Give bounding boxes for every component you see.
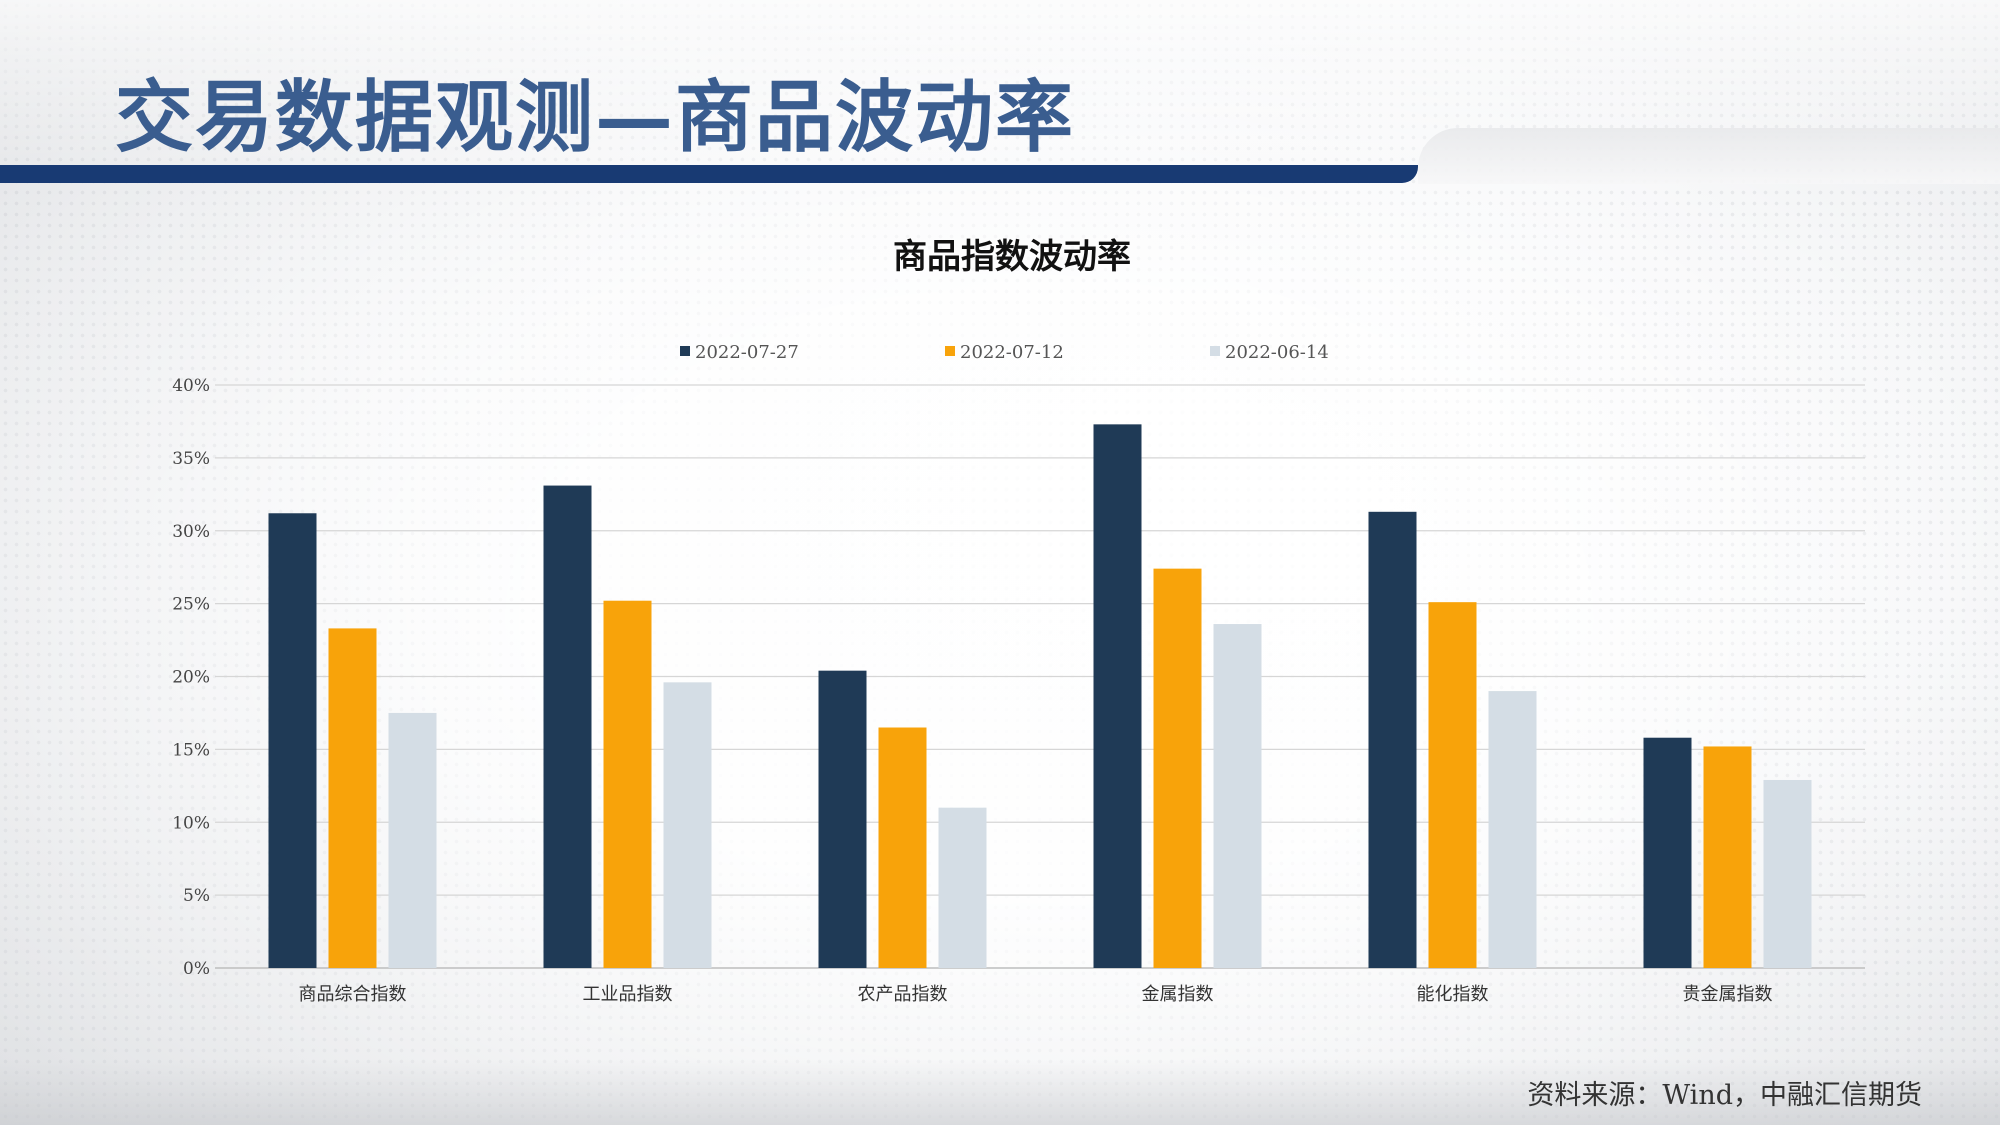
y-tick-label: 15% — [172, 740, 210, 760]
bar-2022-07-12-商品综合指数 — [328, 628, 377, 968]
header-accent-bar — [0, 165, 1418, 183]
chart-legend: 2022-07-27 2022-07-12 2022-06-14 — [680, 342, 1329, 363]
x-axis-categories: 商品综合指数 工业品指数 农产品指数 金属指数 能化指数 贵金属指数 — [299, 984, 1773, 1005]
bar-2022-07-27-商品综合指数 — [268, 513, 317, 968]
bar-2022-06-14-农产品指数 — [938, 807, 987, 968]
y-tick-label: 30% — [172, 522, 210, 542]
x-category-label: 工业品指数 — [583, 984, 673, 1005]
legend-label: 2022-07-27 — [695, 342, 799, 363]
bar-2022-07-27-农产品指数 — [818, 670, 867, 968]
bottom-band — [0, 1060, 2000, 1125]
legend-swatch — [1210, 346, 1220, 356]
bar-2022-07-12-能化指数 — [1428, 602, 1477, 968]
x-category-label: 贵金属指数 — [1683, 984, 1773, 1005]
x-category-label: 金属指数 — [1142, 984, 1214, 1005]
bar-2022-06-14-能化指数 — [1488, 691, 1537, 968]
bar-2022-06-14-工业品指数 — [663, 682, 712, 968]
legend-label: 2022-06-14 — [1225, 342, 1329, 363]
gridlines — [215, 384, 1865, 969]
legend-swatch — [945, 346, 955, 356]
bar-2022-07-12-工业品指数 — [603, 600, 652, 968]
header-shelf — [1418, 128, 2000, 184]
bar-2022-07-12-农产品指数 — [878, 727, 927, 968]
bar-2022-06-14-商品综合指数 — [388, 712, 437, 968]
bar-2022-06-14-金属指数 — [1213, 624, 1262, 968]
bars — [268, 424, 1812, 968]
y-tick-label: 35% — [172, 449, 210, 469]
y-tick-label: 0% — [183, 959, 210, 979]
y-tick-label: 10% — [172, 813, 210, 833]
bar-2022-06-14-贵金属指数 — [1763, 779, 1812, 968]
bar-2022-07-12-贵金属指数 — [1703, 746, 1752, 968]
x-category-label: 农产品指数 — [858, 984, 948, 1005]
x-category-label: 能化指数 — [1417, 984, 1489, 1005]
bar-2022-07-27-能化指数 — [1368, 511, 1417, 968]
page-title: 交易数据观测—商品波动率 — [115, 72, 1076, 163]
chart-title: 商品指数波动率 — [893, 237, 1131, 277]
y-axis-ticks: 0% 5% 10% 15% 20% 25% 30% 35% 40% — [172, 376, 210, 979]
legend-swatch — [680, 346, 690, 356]
y-tick-label: 20% — [172, 668, 210, 688]
y-tick-label: 25% — [172, 595, 210, 615]
bar-2022-07-27-贵金属指数 — [1643, 737, 1692, 968]
x-category-label: 商品综合指数 — [299, 984, 407, 1005]
bar-2022-07-27-金属指数 — [1093, 424, 1142, 968]
legend-label: 2022-07-12 — [960, 342, 1064, 363]
y-tick-label: 40% — [172, 376, 210, 396]
y-tick-label: 5% — [183, 886, 210, 906]
source-note: 资料来源：Wind，中融汇信期货 — [1527, 1080, 1922, 1111]
bar-2022-07-27-工业品指数 — [543, 485, 592, 968]
bar-2022-07-12-金属指数 — [1153, 568, 1202, 968]
